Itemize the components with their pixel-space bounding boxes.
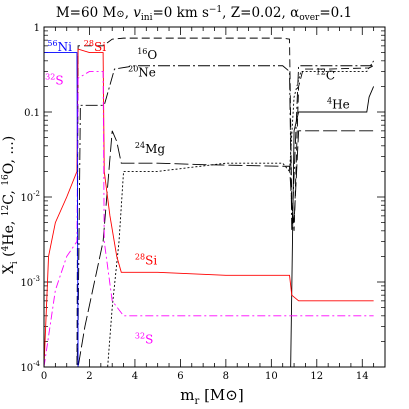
series-line-28Si — [44, 48, 374, 367]
series-line-20Ne — [44, 65, 374, 367]
series-label-4He: 4He — [327, 96, 350, 111]
x-tick-label: 0 — [41, 371, 47, 382]
x-tick-label: 6 — [177, 371, 183, 382]
x-axis-label: mr [M⊙] — [180, 386, 243, 407]
series-label-28Si: 28Si — [135, 253, 157, 268]
x-tick-label: 14 — [356, 371, 369, 382]
series-line-4He — [44, 86, 375, 367]
series-label-16O: 16O — [137, 47, 157, 62]
y-tick-label: 10-4 — [20, 360, 40, 374]
x-tick-label: 12 — [310, 371, 323, 382]
x-tick-label: 2 — [86, 371, 92, 382]
series-line-32S — [44, 70, 374, 367]
y-tick-label: 0.1 — [24, 108, 40, 119]
series-label-56Ni: 56Ni — [47, 39, 72, 54]
series-line-12C — [44, 60, 375, 367]
series-label-20Ne: 20Ne — [128, 65, 156, 80]
x-tick-label: 4 — [132, 371, 138, 382]
series-layer — [44, 37, 375, 367]
x-tick-label: 8 — [223, 371, 229, 382]
series-label-24Mg: 24Mg — [135, 141, 165, 156]
y-tick-label: 10-3 — [20, 275, 40, 289]
series-line-56Ni — [44, 52, 79, 367]
series-labels: 56Ni 28Si 16O 20Ne 32S 12C 4He 24Mg 28Si 32S — [45, 39, 350, 346]
series-label-32S: 32S — [135, 331, 153, 346]
y-tick-label: 1 — [34, 23, 40, 34]
y-tick-label: 10-2 — [20, 190, 40, 204]
series-line-24Mg — [44, 130, 374, 367]
series-label-32S: 32S — [45, 73, 63, 88]
x-tick-label: 10 — [265, 371, 278, 382]
series-line-16O — [44, 37, 374, 367]
y-axis-label: Xi (4He, 12C, 16O, ...) — [1, 136, 20, 274]
series-label-28Si: 28Si — [84, 39, 106, 54]
plot-frame — [43, 26, 386, 368]
series-label-12C: 12C — [316, 68, 335, 83]
chart-title: M=60 M⊙, vini=0 km s−1, Z=0.02, αover=0.… — [56, 5, 352, 23]
